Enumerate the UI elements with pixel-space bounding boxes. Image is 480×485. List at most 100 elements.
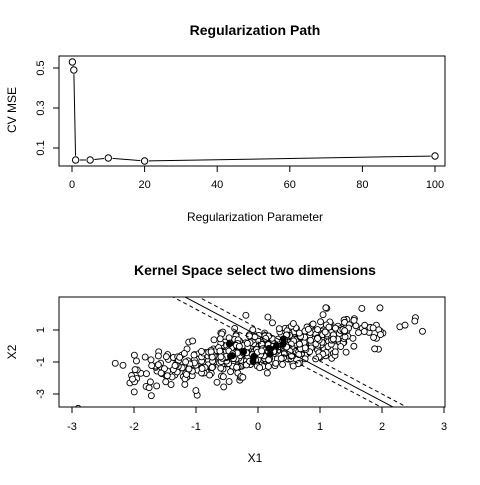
plot2-point (318, 319, 324, 325)
plot2-point (419, 328, 425, 334)
plot2-point (148, 393, 154, 399)
plot2-point (164, 373, 170, 379)
plot2-point (75, 405, 81, 411)
plot2-point (132, 367, 138, 373)
plot2-points (75, 305, 425, 412)
plot2-x-tick-label: 2 (379, 421, 385, 433)
plot2-point (183, 359, 189, 365)
plot2-point (190, 338, 196, 344)
plot2-point (142, 354, 148, 360)
plot2-point (158, 370, 164, 376)
plot2-y-tick-label: -1 (35, 357, 47, 367)
plot1-x-tick-label: 40 (211, 179, 223, 191)
plot1-point (87, 157, 93, 163)
plot2-point (218, 354, 224, 360)
plot2-point (280, 361, 286, 367)
plot2-point (209, 364, 215, 370)
plot2-point (209, 354, 215, 360)
plot2-point (143, 371, 149, 377)
plot1-x-tick-label: 0 (69, 179, 75, 191)
plot2-point (243, 312, 249, 318)
plot2-point (359, 305, 365, 311)
plot2-point (332, 349, 338, 355)
plot2-x-tick-label: 0 (255, 421, 261, 433)
plot1-frame (59, 56, 445, 166)
plot2-point (296, 341, 302, 347)
plot2-point (182, 381, 188, 387)
plot2-x-tick-label: -3 (67, 421, 77, 433)
plot2-point (147, 379, 153, 385)
plot2-point (266, 357, 272, 363)
plot2-point (214, 379, 220, 385)
plot1-point (72, 157, 78, 163)
plot2-point (273, 360, 279, 366)
plot1-y-tick-label: 0.1 (35, 140, 47, 155)
plot2-point (322, 329, 328, 335)
plot1-x-tick-label: 80 (356, 179, 368, 191)
plot2-point (377, 305, 383, 311)
plot2-point (234, 364, 240, 370)
plot1-series-points (69, 59, 438, 164)
plot2-point (308, 337, 314, 343)
plot2-decision-lines (10, 197, 480, 473)
plot2-support-vector (251, 353, 257, 359)
plot2-point (402, 322, 408, 328)
plot2-point (343, 349, 349, 355)
plot2-point (276, 326, 282, 332)
plot2-point (220, 374, 226, 380)
plot2-point (305, 326, 311, 332)
plot2-point (371, 334, 377, 340)
plot2-point (338, 344, 344, 350)
plot1-ylabel: CV MSE (5, 87, 19, 133)
plot2-point (356, 330, 362, 336)
plot1-line-segment (149, 156, 431, 161)
plot2-point (112, 360, 118, 366)
plot2-point (221, 384, 227, 390)
plot2-x-tick-label: 3 (441, 421, 447, 433)
plot2-point (198, 348, 204, 354)
plot1-point (141, 158, 147, 164)
plot1-line-segment (74, 74, 76, 156)
plot2-point (296, 330, 302, 336)
plot2-point (232, 325, 238, 331)
plot2-point (155, 353, 161, 359)
plot2-point (236, 343, 242, 349)
plot2-point (154, 383, 160, 389)
plot1-series-lines (73, 66, 431, 161)
plot2-point (290, 321, 296, 327)
plot2-point (217, 336, 223, 342)
plot2-point (372, 346, 378, 352)
plot2-point (217, 348, 223, 354)
plot2-point (302, 345, 308, 351)
plot2-x-tick-label: -1 (191, 421, 201, 433)
plot2-point (310, 321, 316, 327)
plot2-point (350, 335, 356, 341)
plot2-point (377, 332, 383, 338)
plot1-x-tick-label: 100 (426, 179, 444, 191)
plot2-point (370, 325, 376, 331)
plot1-x-tick-label: 60 (284, 179, 296, 191)
plot2-support-vector (280, 336, 286, 342)
kernel-space-plot: Kernel Space select two dimensions X1 X2… (5, 197, 480, 473)
plot2-point (278, 355, 284, 361)
plot2-point (168, 382, 174, 388)
plot2-point (211, 337, 217, 343)
plot1-point (105, 155, 111, 161)
plot2-point (269, 320, 275, 326)
plot2-x-tick-label: -2 (129, 421, 139, 433)
plot1-line-segment (112, 158, 140, 160)
plot2-point (264, 370, 270, 376)
plot2-point (259, 348, 265, 354)
plot2-point (290, 363, 296, 369)
plot2-point (146, 385, 152, 391)
plot2-point (199, 366, 205, 372)
plot1-line-segment (94, 158, 104, 159)
plot2-title: Kernel Space select two dimensions (134, 262, 376, 278)
plot1-point (71, 67, 77, 73)
plot2-support-vector (241, 349, 247, 355)
plot2-point (120, 362, 126, 368)
